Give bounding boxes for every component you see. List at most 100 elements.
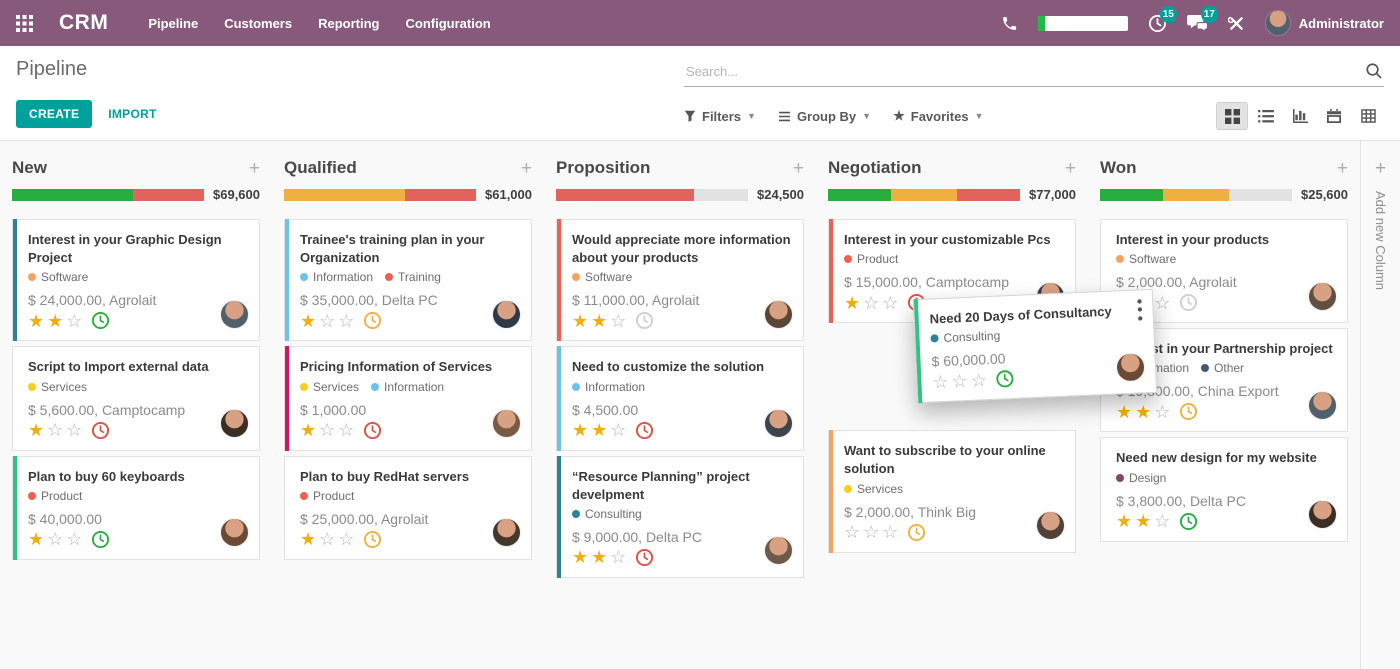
kanban-card[interactable]: Pricing Information of Services Services I… [284, 346, 532, 451]
tag[interactable]: Training [385, 270, 441, 284]
star-icon[interactable]: ☆ [319, 529, 336, 550]
progress-segment[interactable] [12, 188, 133, 201]
favorites-menu[interactable]: ★ Favorites ▼ [893, 108, 984, 124]
search-input[interactable] [684, 58, 1384, 87]
add-column-plus-icon[interactable]: + [1374, 158, 1387, 179]
dragged-card[interactable]: • • • Need 20 Days of Consultancy Consulting… [912, 288, 1158, 404]
star-icon[interactable]: ☆ [882, 522, 899, 543]
star-icon[interactable]: ★ [300, 310, 317, 331]
graph-view-button[interactable] [1284, 102, 1316, 130]
list-view-button[interactable] [1250, 102, 1282, 130]
star-icon[interactable]: ★ [591, 310, 608, 331]
activity-clock-icon[interactable] [91, 421, 110, 440]
kanban-card[interactable]: Need new design for my website Design $ 3,… [1100, 437, 1348, 542]
star-icon[interactable]: ★ [300, 529, 317, 550]
tag[interactable]: Information [572, 380, 645, 394]
activity-clock-icon[interactable] [1179, 512, 1198, 531]
pivot-view-button[interactable] [1352, 102, 1384, 130]
tools-icon[interactable] [1227, 15, 1245, 32]
progress-segment[interactable] [694, 188, 748, 201]
quick-create-icon[interactable]: + [248, 157, 260, 179]
column-progressbar[interactable] [828, 188, 1020, 201]
star-icon[interactable]: ☆ [951, 370, 969, 392]
star-icon[interactable]: ★ [572, 310, 589, 331]
user-menu[interactable]: Administrator [1264, 10, 1384, 36]
star-icon[interactable]: ★ [1135, 511, 1152, 532]
kanban-card[interactable]: Would appreciate more information about … [556, 219, 804, 342]
quick-create-icon[interactable]: + [520, 157, 532, 179]
kanban-view-button[interactable] [1216, 102, 1248, 130]
progress-segment[interactable] [828, 188, 892, 201]
activity-clock-icon[interactable] [635, 311, 654, 330]
progress-segment[interactable] [556, 188, 695, 201]
star-icon[interactable]: ★ [1116, 401, 1133, 422]
star-icon[interactable]: ☆ [338, 310, 355, 331]
star-icon[interactable]: ☆ [610, 420, 627, 441]
activity-clock-icon[interactable] [635, 421, 654, 440]
kanban-card[interactable]: Want to subscribe to your online solutio… [828, 430, 1076, 553]
kanban-card[interactable]: Plan to buy RedHat servers Product $ 25,00… [284, 455, 532, 560]
progress-segment[interactable] [956, 188, 1020, 201]
group-by-menu[interactable]: Group By ▼ [778, 109, 871, 124]
apps-grid-icon[interactable] [16, 14, 33, 32]
star-icon[interactable]: ★ [47, 310, 64, 331]
progress-segment[interactable] [891, 188, 957, 201]
activity-clock-icon[interactable] [363, 421, 382, 440]
star-icon[interactable]: ☆ [338, 420, 355, 441]
star-icon[interactable]: ☆ [1154, 292, 1171, 313]
star-icon[interactable]: ☆ [66, 310, 83, 331]
progress-segment[interactable] [284, 188, 405, 201]
star-icon[interactable]: ☆ [319, 310, 336, 331]
star-icon[interactable]: ★ [591, 547, 608, 568]
star-icon[interactable]: ☆ [610, 547, 627, 568]
tag[interactable]: Other [1201, 361, 1244, 375]
activity-clock-icon[interactable] [363, 311, 382, 330]
activity-clock-icon[interactable] [995, 369, 1015, 389]
quick-create-icon[interactable]: + [792, 157, 804, 179]
progress-segment[interactable] [1228, 188, 1292, 201]
star-icon[interactable]: ★ [300, 420, 317, 441]
star-icon[interactable]: ★ [1135, 401, 1152, 422]
star-icon[interactable]: ☆ [863, 292, 880, 313]
import-button[interactable]: IMPORT [108, 107, 157, 121]
kebab-menu-icon[interactable]: • • • [1136, 293, 1144, 327]
messages-icon[interactable]: 17 [1186, 6, 1218, 32]
quick-create-icon[interactable]: + [1064, 157, 1076, 179]
column-progressbar[interactable] [284, 188, 476, 201]
systray-meter[interactable] [1037, 15, 1128, 31]
star-icon[interactable]: ★ [28, 310, 45, 331]
nav-menu-item-reporting[interactable]: Reporting [318, 15, 380, 31]
kanban-card[interactable]: Plan to buy 60 keyboards Product $ 40,000.… [12, 455, 260, 560]
tag[interactable]: Product [28, 489, 82, 503]
app-name[interactable]: CRM [59, 11, 109, 34]
progress-segment[interactable] [132, 188, 204, 201]
phone-icon[interactable] [1001, 15, 1018, 32]
progress-segment[interactable] [1163, 188, 1229, 201]
progress-segment[interactable] [1100, 188, 1164, 201]
kanban-card[interactable]: Need to customize the solution Informatio… [556, 346, 804, 451]
star-icon[interactable]: ☆ [863, 522, 880, 543]
star-icon[interactable]: ☆ [66, 529, 83, 550]
star-icon[interactable]: ☆ [844, 522, 861, 543]
tag[interactable]: Consulting [572, 507, 642, 521]
star-icon[interactable]: ☆ [1154, 511, 1171, 532]
activities-clock-icon[interactable]: 15 [1148, 5, 1177, 33]
column-progressbar[interactable] [1100, 188, 1292, 201]
create-button[interactable]: CREATE [16, 100, 93, 128]
activity-clock-icon[interactable] [1179, 293, 1198, 312]
nav-menu-item-pipeline[interactable]: Pipeline [148, 15, 199, 31]
tag[interactable]: Software [28, 270, 88, 284]
tag[interactable]: Information [300, 270, 373, 284]
kanban-card[interactable]: “Resource Planning” project develpment Co… [556, 455, 804, 578]
activity-clock-icon[interactable] [363, 530, 382, 549]
tag[interactable]: Software [572, 270, 632, 284]
search-icon[interactable] [1365, 62, 1382, 79]
star-icon[interactable]: ★ [844, 292, 861, 313]
tag[interactable]: Design [1116, 471, 1166, 485]
tag[interactable]: Services [28, 380, 87, 394]
star-icon[interactable]: ★ [591, 420, 608, 441]
quick-create-icon[interactable]: + [1336, 157, 1348, 179]
kanban-card[interactable]: Interest in your Graphic Design Project S… [12, 219, 260, 342]
tag[interactable]: Services [300, 380, 359, 394]
column-progressbar[interactable] [556, 188, 748, 201]
